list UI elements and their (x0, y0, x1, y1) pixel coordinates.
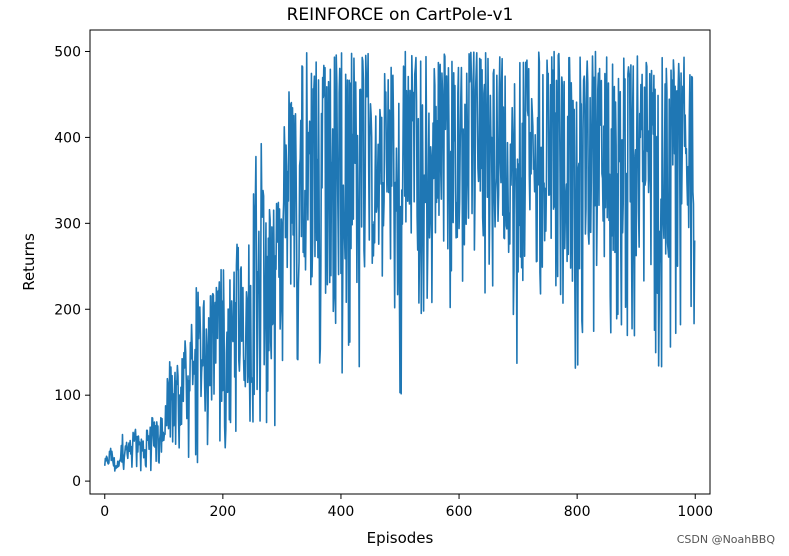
y-tick-label: 500 (54, 44, 81, 60)
x-tick-label: 0 (100, 504, 109, 520)
y-axis: 0 100 200 300 400 500 (54, 44, 90, 490)
y-tick-label: 100 (54, 388, 81, 404)
x-tick-label: 600 (446, 504, 473, 520)
y-tick-label: 200 (54, 302, 81, 318)
y-tick-label: 400 (54, 130, 81, 146)
watermark: CSDN @NoahBBQ (676, 533, 775, 546)
y-tick-label: 0 (72, 474, 81, 490)
plot-frame (89, 29, 711, 495)
plot-area (103, 50, 696, 472)
x-axis: 0 200 400 600 800 1000 (100, 494, 713, 520)
chart-title: REINFORCE on CartPole-v1 (287, 5, 514, 25)
x-tick-label: 800 (564, 504, 591, 520)
series-line (103, 50, 696, 472)
x-tick-label: 400 (328, 504, 355, 520)
y-tick-label: 300 (54, 216, 81, 232)
x-axis-label: Episodes (367, 529, 434, 547)
y-axis-label: Returns (20, 233, 38, 291)
x-tick-label: 1000 (677, 504, 713, 520)
x-tick-label: 200 (209, 504, 236, 520)
